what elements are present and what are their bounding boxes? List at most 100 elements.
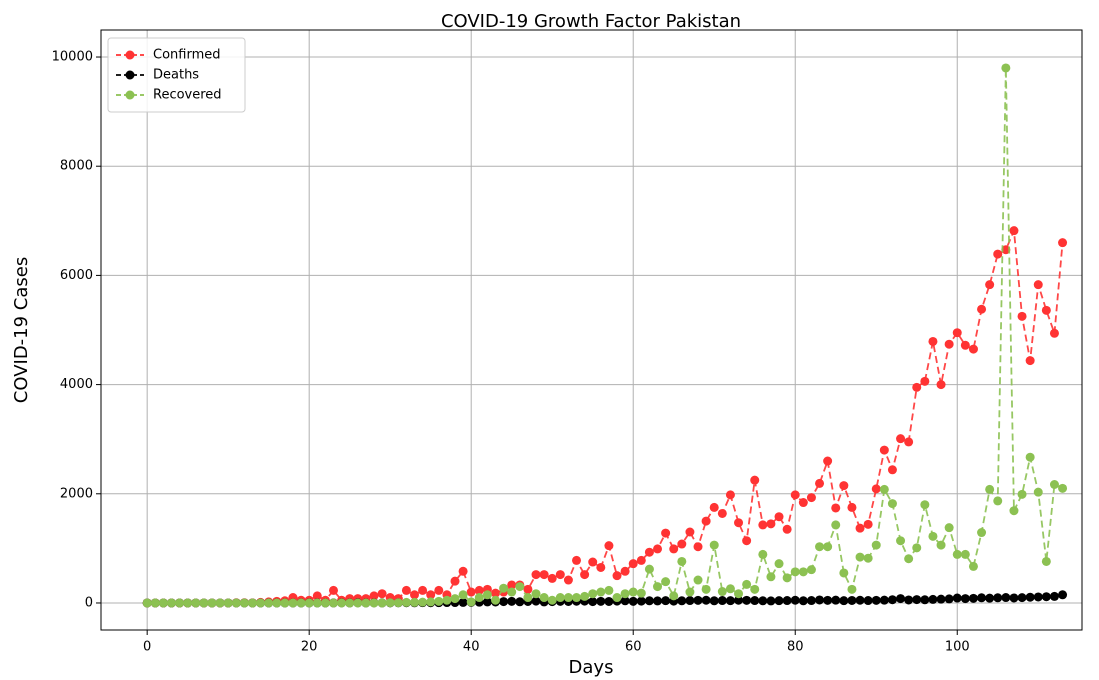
data-point: [758, 596, 768, 606]
data-point: [1025, 452, 1035, 462]
data-point: [499, 583, 509, 593]
data-point: [936, 540, 946, 550]
data-point: [328, 585, 338, 595]
data-point: [742, 579, 752, 589]
data-point: [952, 593, 962, 603]
data-point: [734, 518, 744, 528]
data-point: [758, 520, 768, 530]
data-point: [798, 567, 808, 577]
data-point: [426, 597, 436, 607]
data-point: [401, 597, 411, 607]
data-point: [215, 598, 225, 608]
data-point: [482, 597, 492, 607]
y-tick-label: 4000: [60, 377, 93, 392]
data-point: [507, 587, 517, 597]
data-point: [555, 570, 565, 580]
data-point: [985, 280, 995, 290]
y-tick-label: 8000: [60, 159, 93, 174]
series-line: [147, 67, 1063, 604]
x-axis-label: Days: [569, 657, 614, 678]
data-point: [604, 541, 614, 551]
data-point: [774, 559, 784, 569]
data-point: [863, 519, 873, 529]
data-point: [677, 556, 687, 566]
legend-box: [107, 37, 246, 113]
x-tick-label: 0: [143, 640, 151, 655]
data-point: [499, 597, 509, 607]
data-point: [912, 543, 922, 553]
data-point: [977, 528, 987, 538]
data-point: [823, 595, 833, 605]
data-point: [790, 490, 800, 500]
data-point: [661, 528, 671, 538]
data-point: [482, 590, 492, 600]
data-point: [547, 595, 557, 605]
data-point: [831, 503, 841, 513]
data-point: [863, 553, 873, 563]
data-point: [904, 554, 914, 564]
data-point: [369, 598, 379, 608]
data-point: [693, 595, 703, 605]
data-point: [928, 594, 938, 604]
data-point: [1017, 311, 1027, 321]
data-point: [150, 598, 160, 608]
data-point: [855, 523, 865, 533]
data-point: [855, 595, 865, 605]
data-point: [385, 598, 395, 608]
data-point: [968, 561, 978, 571]
data-point: [944, 339, 954, 349]
data-point: [628, 587, 638, 597]
data-point: [725, 596, 735, 606]
data-point: [920, 595, 930, 605]
data-point: [863, 596, 873, 606]
data-point: [426, 590, 436, 600]
data-point: [264, 598, 274, 608]
x-tick-label: 80: [787, 640, 804, 655]
data-point: [701, 595, 711, 605]
data-point: [701, 516, 711, 526]
data-point: [523, 584, 533, 594]
data-point: [887, 499, 897, 509]
data-point: [750, 475, 760, 485]
data-point: [272, 598, 282, 608]
data-point: [928, 531, 938, 541]
data-point: [920, 376, 930, 386]
data-point: [831, 520, 841, 530]
data-point: [669, 544, 679, 554]
data-point: [1017, 593, 1027, 603]
data-point: [361, 598, 371, 608]
data-point: [596, 596, 606, 606]
data-point: [847, 595, 857, 605]
x-tick-label: 40: [463, 640, 480, 655]
data-point: [782, 573, 792, 583]
data-point: [985, 484, 995, 494]
data-point: [896, 594, 906, 604]
data-point: [523, 593, 533, 603]
data-point: [474, 593, 484, 603]
data-point: [993, 496, 1003, 506]
data-point: [491, 595, 501, 605]
data-point: [158, 598, 168, 608]
data-point: [887, 595, 897, 605]
data-point: [353, 598, 363, 608]
data-point: [280, 598, 290, 608]
chart-title: COVID-19 Growth Factor Pakistan: [441, 11, 741, 32]
data-point: [879, 445, 889, 455]
data-point: [636, 555, 646, 565]
data-point: [734, 589, 744, 599]
data-point: [1033, 487, 1043, 497]
data-point: [677, 539, 687, 549]
legend-marker: [125, 70, 135, 80]
data-point: [790, 567, 800, 577]
data-point: [345, 598, 355, 608]
data-point: [547, 573, 557, 583]
data-point: [985, 593, 995, 603]
data-point: [936, 594, 946, 604]
data-point: [701, 584, 711, 594]
data-point: [1049, 328, 1059, 338]
data-point: [418, 597, 428, 607]
data-point: [531, 570, 541, 580]
data-point: [1017, 489, 1027, 499]
data-point: [1025, 592, 1035, 602]
